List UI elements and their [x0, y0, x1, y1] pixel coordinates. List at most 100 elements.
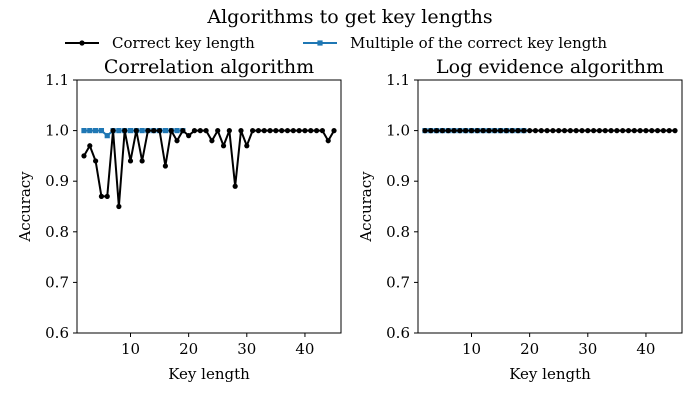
- data-point: [649, 128, 655, 134]
- y-tick-label: 1.0: [45, 122, 69, 140]
- y-tick-label: 0.9: [45, 172, 69, 190]
- data-point: [556, 128, 562, 134]
- data-point: [527, 128, 533, 134]
- data-point: [579, 128, 585, 134]
- data-point: [302, 128, 308, 134]
- data-point: [660, 128, 666, 134]
- y-tick-label: 1.1: [45, 71, 69, 89]
- legend-entry-correct: Correct key length: [65, 34, 255, 52]
- data-point: [87, 128, 93, 134]
- data-point: [486, 128, 492, 134]
- data-point: [573, 128, 579, 134]
- x-tick-label: 20: [520, 340, 539, 358]
- x-tick-label: 40: [636, 340, 655, 358]
- x-tick-label: 10: [121, 340, 140, 358]
- legend-marker: [317, 40, 323, 46]
- data-point: [98, 128, 105, 134]
- y-axis-label: Accuracy: [357, 171, 375, 243]
- data-point: [561, 128, 568, 134]
- data-point: [538, 128, 544, 134]
- data-point: [162, 163, 168, 169]
- x-tick-label: 10: [462, 340, 481, 358]
- data-point: [174, 128, 180, 134]
- data-point: [313, 128, 320, 134]
- data-point: [127, 158, 134, 164]
- data-point: [325, 138, 331, 144]
- y-tick-label: 1.1: [386, 71, 410, 89]
- data-point: [186, 133, 192, 139]
- data-point: [139, 158, 145, 164]
- data-point: [168, 128, 174, 134]
- data-point: [631, 128, 637, 134]
- x-tick-label: 30: [237, 340, 256, 358]
- data-point: [133, 128, 139, 134]
- data-point: [145, 128, 151, 134]
- data-point: [93, 158, 99, 164]
- y-tick-label: 0.9: [386, 172, 410, 190]
- data-point: [290, 128, 296, 134]
- data-point: [521, 128, 527, 134]
- data-point: [439, 128, 446, 134]
- data-point: [608, 128, 614, 134]
- y-axis-label: Accuracy: [16, 171, 34, 243]
- x-axis-label: Key length: [509, 365, 591, 383]
- data-point: [591, 128, 597, 134]
- y-tick-label: 0.8: [386, 223, 410, 241]
- data-point: [267, 128, 273, 134]
- data-point: [637, 128, 643, 134]
- data-point: [273, 128, 279, 134]
- data-point: [296, 128, 302, 134]
- data-point: [445, 128, 451, 134]
- data-point: [319, 128, 325, 134]
- y-tick-label: 0.6: [45, 324, 69, 342]
- data-point: [585, 128, 591, 134]
- data-point: [625, 128, 632, 134]
- data-point: [255, 128, 262, 134]
- data-point: [215, 128, 221, 134]
- series-correct: [81, 128, 337, 210]
- data-point: [81, 153, 87, 159]
- data-point: [209, 138, 215, 144]
- axes-frame: [76, 79, 342, 334]
- data-point: [81, 128, 87, 134]
- series-correct: [422, 128, 678, 134]
- data-point: [232, 183, 238, 189]
- y-tick-label: 0.7: [386, 273, 410, 291]
- data-point: [191, 128, 198, 134]
- data-point: [422, 128, 428, 134]
- data-point: [654, 128, 661, 134]
- data-point: [104, 133, 110, 139]
- legend-marker: [79, 40, 85, 46]
- data-point: [567, 128, 573, 134]
- data-point: [116, 203, 122, 210]
- x-tick-label: 30: [578, 340, 597, 358]
- y-tick-label: 0.6: [386, 324, 410, 342]
- data-point: [428, 128, 434, 134]
- data-point: [98, 193, 105, 199]
- x-axis-label: Key length: [168, 365, 250, 383]
- correlation-subplot: Correlation algorithm 0.6 0.7 0.8 0.9 1.0 1.1 1…: [16, 56, 342, 383]
- data-point: [197, 128, 203, 134]
- y-tick-label: 1.0: [386, 122, 410, 140]
- data-point: [468, 128, 475, 134]
- data-point: [474, 128, 480, 134]
- data-point: [451, 128, 457, 134]
- subplot-title: Correlation algorithm: [104, 56, 314, 78]
- data-point: [87, 143, 93, 149]
- data-point: [116, 128, 122, 134]
- data-point: [284, 128, 291, 134]
- data-point: [550, 128, 556, 134]
- data-point: [261, 128, 267, 134]
- data-point: [492, 128, 498, 134]
- data-point: [308, 128, 314, 134]
- data-point: [203, 128, 209, 134]
- legend: Correct key length Multiple of the correc…: [65, 34, 607, 52]
- data-point: [620, 128, 626, 134]
- data-point: [139, 128, 145, 134]
- subplot-title: Log evidence algorithm: [436, 56, 664, 78]
- data-point: [602, 128, 608, 134]
- data-point: [434, 128, 440, 134]
- legend-label: Correct key length: [112, 34, 255, 52]
- y-tick-label: 0.7: [45, 273, 69, 291]
